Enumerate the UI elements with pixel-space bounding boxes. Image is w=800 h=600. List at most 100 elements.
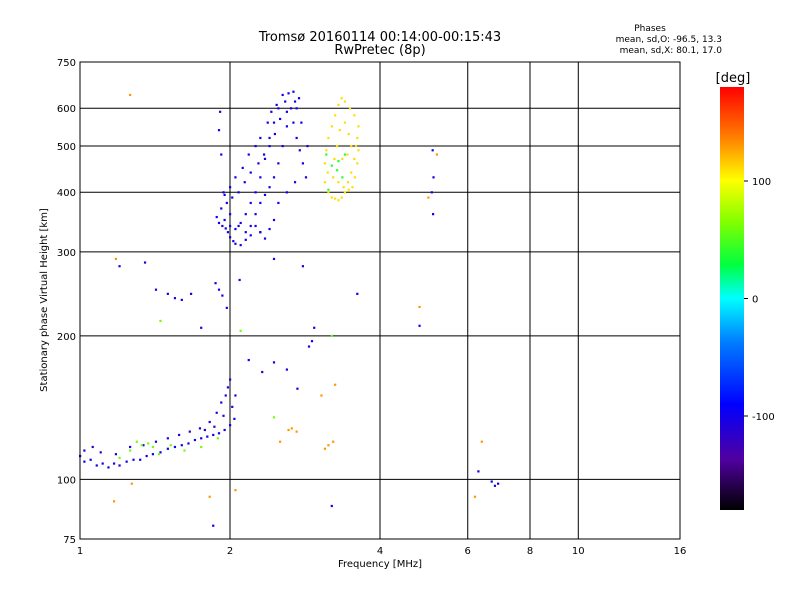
data-point bbox=[217, 221, 221, 225]
data-point bbox=[129, 93, 132, 97]
data-point bbox=[234, 489, 237, 492]
data-point bbox=[241, 166, 244, 170]
data-point bbox=[326, 171, 329, 174]
y-tick-label: 400 bbox=[57, 188, 76, 199]
y-tick-label: 100 bbox=[57, 475, 76, 486]
data-point bbox=[295, 430, 298, 433]
data-point bbox=[208, 495, 211, 498]
x-tick-label: 10 bbox=[572, 546, 585, 557]
data-point bbox=[101, 462, 104, 465]
data-point bbox=[231, 196, 234, 199]
data-point bbox=[259, 231, 262, 234]
data-point bbox=[490, 480, 493, 483]
x-axis: 1 2 4 6 8 10 16 bbox=[77, 546, 687, 557]
data-point bbox=[262, 153, 266, 156]
data-point bbox=[347, 188, 350, 191]
data-point bbox=[254, 213, 257, 216]
data-point bbox=[277, 162, 280, 165]
data-point bbox=[350, 144, 353, 148]
data-point bbox=[154, 288, 158, 291]
data-point bbox=[223, 218, 226, 222]
colorbar-tick-label: 0 bbox=[752, 295, 758, 306]
data-point bbox=[330, 196, 333, 199]
data-point bbox=[338, 129, 341, 132]
data-point bbox=[307, 345, 311, 348]
data-point bbox=[154, 440, 158, 443]
data-point bbox=[83, 460, 86, 463]
data-points bbox=[79, 90, 500, 527]
data-point bbox=[289, 107, 293, 110]
data-point bbox=[306, 144, 309, 148]
data-point bbox=[99, 451, 102, 454]
data-point bbox=[200, 437, 203, 440]
data-point bbox=[281, 144, 284, 148]
x-tick-label: 8 bbox=[527, 546, 533, 557]
data-point bbox=[217, 432, 221, 435]
data-point bbox=[222, 191, 225, 194]
data-point bbox=[263, 157, 267, 161]
data-point bbox=[125, 460, 128, 463]
data-point bbox=[285, 125, 288, 128]
data-point bbox=[327, 188, 330, 191]
data-point bbox=[272, 416, 276, 419]
data-point bbox=[219, 110, 222, 113]
x-axis-label: Frequency [MHz] bbox=[338, 559, 422, 570]
data-point bbox=[212, 524, 215, 527]
chart-subtitle: RwPretec (8p) bbox=[334, 43, 425, 58]
data-point bbox=[295, 136, 298, 140]
data-point bbox=[261, 370, 264, 374]
data-point bbox=[232, 240, 235, 243]
data-point bbox=[229, 378, 232, 381]
stats-line-o: mean, sd,O: -96.5, 13.3 bbox=[616, 35, 722, 45]
data-point bbox=[229, 186, 232, 189]
colorbar bbox=[720, 87, 744, 510]
data-point bbox=[350, 171, 353, 174]
data-point bbox=[284, 100, 287, 103]
data-point bbox=[334, 114, 337, 117]
data-point bbox=[254, 191, 257, 194]
data-point bbox=[142, 444, 145, 447]
data-point bbox=[226, 231, 230, 234]
data-point bbox=[343, 191, 347, 194]
data-point bbox=[268, 186, 271, 189]
data-point bbox=[132, 458, 135, 461]
x-tick-label: 2 bbox=[227, 546, 233, 557]
data-point bbox=[337, 181, 340, 184]
data-point bbox=[323, 447, 327, 450]
data-point bbox=[244, 231, 247, 234]
data-point bbox=[147, 442, 150, 445]
data-point bbox=[200, 445, 203, 449]
data-point bbox=[323, 162, 327, 165]
y-tick-label: 75 bbox=[63, 535, 76, 546]
data-point bbox=[287, 92, 290, 95]
data-point bbox=[340, 196, 343, 199]
data-point bbox=[477, 470, 480, 473]
data-point bbox=[249, 224, 252, 228]
stats-heading: Phases bbox=[634, 24, 666, 34]
data-point bbox=[180, 298, 183, 301]
y-tick-label: 500 bbox=[57, 142, 76, 153]
colorbar-label: [deg] bbox=[716, 71, 751, 86]
data-point bbox=[330, 164, 333, 167]
data-point bbox=[234, 176, 237, 179]
data-point bbox=[221, 294, 224, 297]
data-point bbox=[285, 368, 288, 371]
data-point bbox=[112, 462, 116, 465]
data-point bbox=[139, 458, 142, 461]
data-point bbox=[427, 196, 430, 199]
data-point bbox=[259, 176, 262, 179]
data-point bbox=[217, 288, 221, 291]
data-point bbox=[290, 427, 293, 430]
data-point bbox=[244, 238, 247, 241]
data-point bbox=[356, 136, 359, 140]
data-point bbox=[332, 176, 335, 179]
x-tick-label: 6 bbox=[465, 546, 471, 557]
data-point bbox=[277, 201, 280, 205]
data-point bbox=[272, 361, 276, 364]
data-point bbox=[130, 482, 133, 485]
data-point bbox=[237, 191, 240, 194]
data-point bbox=[225, 201, 228, 205]
data-point bbox=[263, 237, 267, 240]
data-point bbox=[151, 445, 155, 449]
data-point bbox=[327, 444, 330, 447]
